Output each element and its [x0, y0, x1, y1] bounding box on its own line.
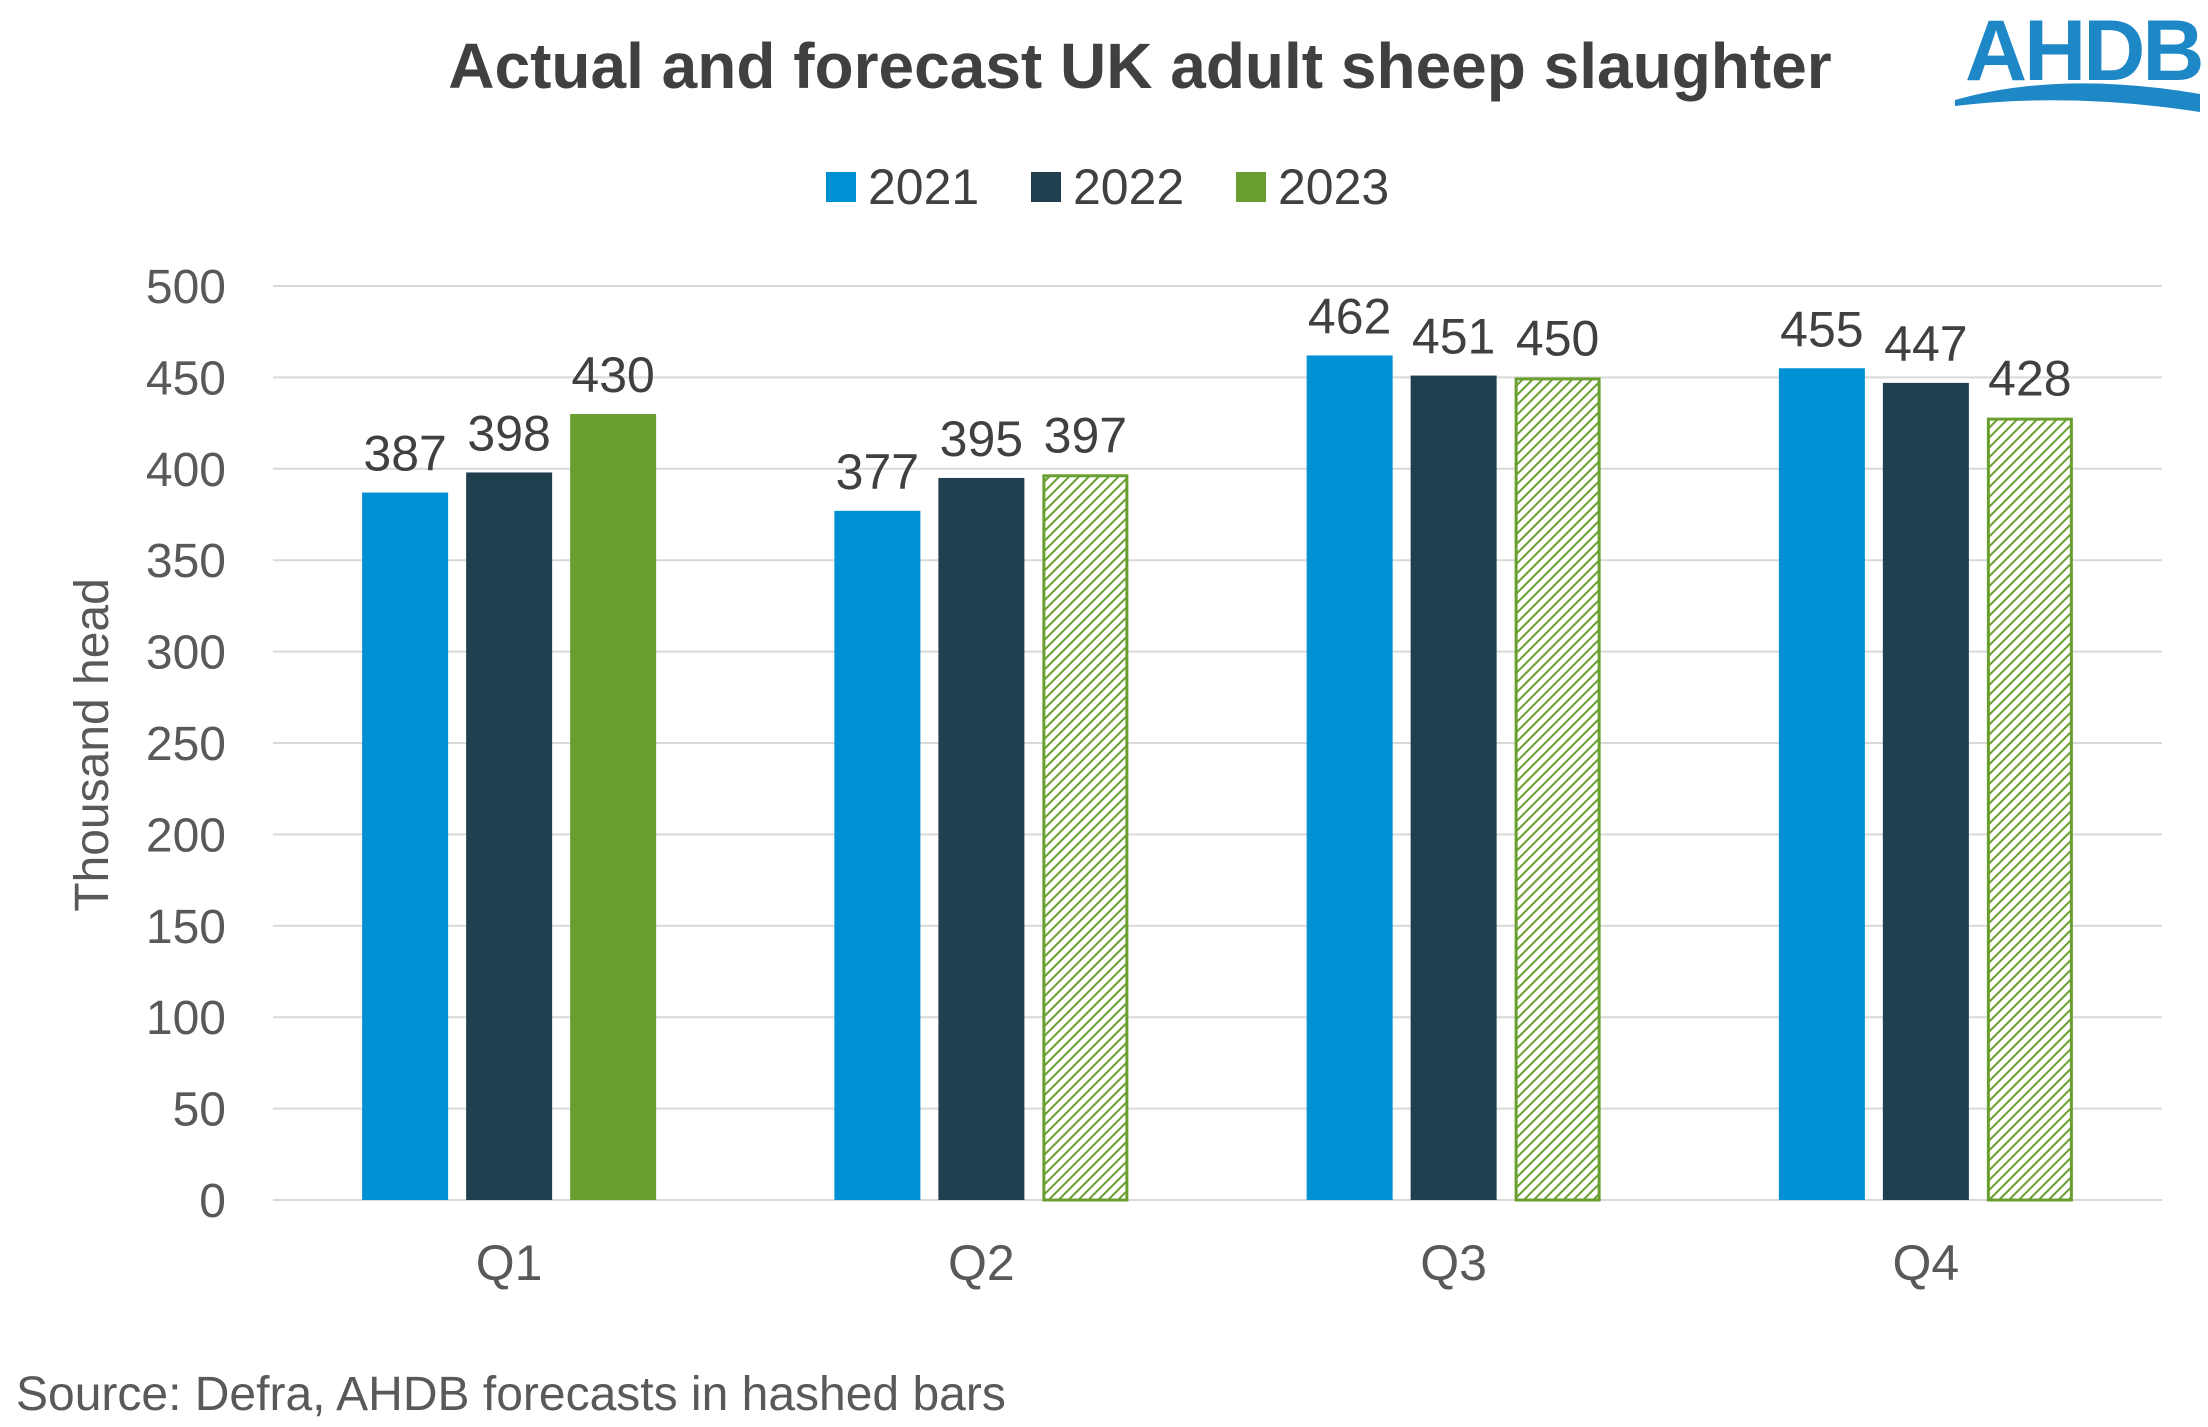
- bar-2022-Q2: [938, 477, 1025, 1200]
- data-label: 462: [1308, 288, 1391, 344]
- y-tick-label: 450: [146, 352, 226, 405]
- data-label: 450: [1516, 310, 1599, 366]
- legend: 2021 2022 2023: [826, 159, 1389, 215]
- bar-2021-Q2: [834, 510, 921, 1200]
- ahdb-logo: AHDB: [1955, 3, 2204, 112]
- data-label: 447: [1884, 316, 1967, 372]
- data-label: 395: [940, 411, 1023, 467]
- y-tick-label: 350: [146, 535, 226, 588]
- x-tick-label: Q1: [476, 1235, 543, 1291]
- y-tick-label: 250: [146, 718, 226, 771]
- data-label: 455: [1780, 301, 1863, 357]
- data-label: 387: [363, 426, 446, 482]
- bars: [362, 355, 2073, 1202]
- bar-2022-Q1: [466, 472, 553, 1200]
- bar-2021-Q4: [1778, 368, 1865, 1200]
- y-tick-label: 200: [146, 809, 226, 862]
- gridlines: [273, 285, 2162, 1110]
- bar-2023-Q3: [1514, 377, 1601, 1202]
- legend-label: 2022: [1073, 159, 1184, 215]
- x-tick-label: Q2: [948, 1235, 1015, 1291]
- bar-2022-Q4: [1882, 382, 1969, 1200]
- data-label: 397: [1044, 407, 1127, 463]
- y-tick-label: 0: [199, 1175, 226, 1228]
- data-label: 377: [836, 444, 919, 500]
- legend-swatch-2021: [826, 172, 856, 202]
- legend-label: 2021: [868, 159, 979, 215]
- x-axis-ticks: Q1 Q2 Q3 Q4: [476, 1235, 1959, 1291]
- legend-label: 2023: [1278, 159, 1389, 215]
- bar-2022-Q3: [1410, 375, 1497, 1200]
- y-tick-label: 500: [146, 261, 226, 314]
- data-label: 430: [571, 347, 654, 403]
- data-label: 428: [1988, 351, 2071, 407]
- y-axis-label: Thousand head: [66, 578, 119, 912]
- logo-text: AHDB: [1965, 3, 2201, 99]
- legend-swatch-2023: [1236, 172, 1266, 202]
- legend-swatch-2022: [1031, 172, 1061, 202]
- data-labels: 387 398 430 377 395 397 462 451 450 455 447 428: [363, 288, 2071, 499]
- data-label: 451: [1412, 309, 1495, 365]
- bar-2023-Q2: [1042, 474, 1129, 1202]
- y-tick-label: 50: [173, 1084, 226, 1137]
- x-tick-label: Q4: [1893, 1235, 1960, 1291]
- data-label: 398: [467, 405, 550, 461]
- y-tick-label: 300: [146, 627, 226, 680]
- y-tick-label: 150: [146, 901, 226, 954]
- source-note: Source: Defra, AHDB forecasts in hashed …: [16, 1368, 1006, 1421]
- y-tick-label: 100: [146, 992, 226, 1045]
- y-tick-label: 400: [146, 444, 226, 497]
- bar-2021-Q3: [1306, 355, 1393, 1200]
- y-axis-ticks: 0 50 100 150 200 250 300 350 400 450 500: [146, 261, 226, 1228]
- bar-2023-Q4: [1986, 417, 2073, 1202]
- chart-title: Actual and forecast UK adult sheep slaug…: [448, 30, 1831, 102]
- logo-wave-icon: [1955, 83, 2200, 112]
- bar-2021-Q1: [362, 492, 449, 1201]
- bar-2023-Q1: [570, 413, 657, 1201]
- x-tick-label: Q3: [1420, 1235, 1487, 1291]
